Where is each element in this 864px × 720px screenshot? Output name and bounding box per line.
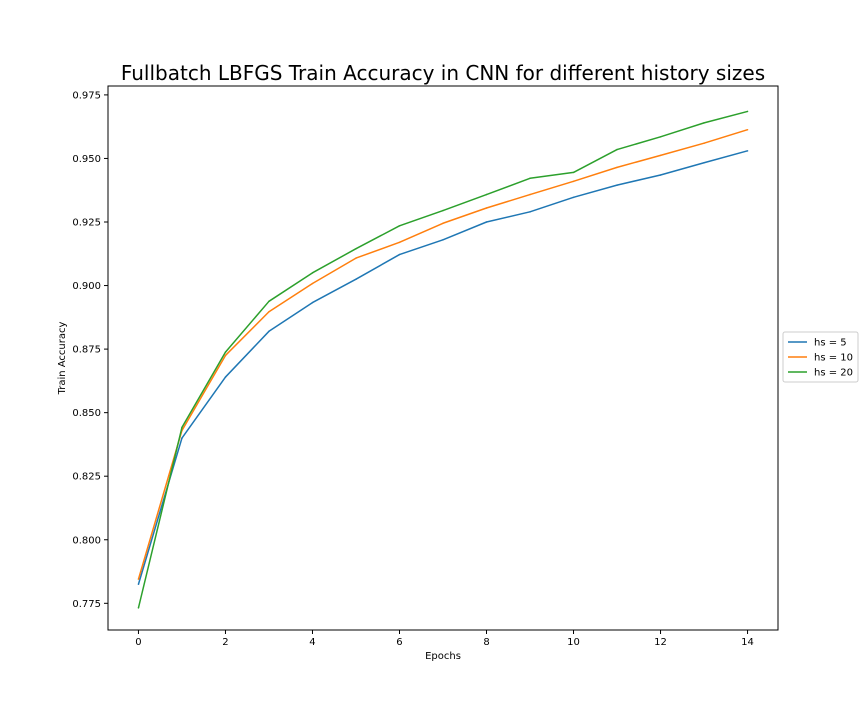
series-lines [137,110,749,609]
series-2-point [268,310,270,313]
series-2-point [137,578,140,580]
series-line-3 [137,110,748,609]
series-1-point [529,211,531,213]
series-1-point [572,196,575,199]
series-3-point [224,351,227,353]
y-axis-ticks: 0.775 0.800 0.825 0.850 0.875 0.900 0.925 0.950… [72,90,108,610]
series-2-point [355,257,357,259]
y-tick-label: 0.975 [72,90,101,101]
series-3-point [442,209,444,212]
series-1-point [442,239,444,241]
series-2-point [572,180,575,183]
y-tick-label: 0.800 [72,535,101,546]
series-1-point [703,162,705,164]
series-3-point [529,177,531,180]
series-2-point [485,207,488,209]
x-tick-label: 12 [654,637,667,648]
series-1-point [355,278,357,280]
legend-label: hs = 10 [814,353,853,364]
legend-label: hs = 20 [814,368,853,379]
series-2-point [311,282,314,285]
series-2-point [398,241,401,244]
y-tick-label: 0.850 [72,408,101,419]
series-3-point [311,272,314,274]
series-1-point [311,301,314,304]
series-1-point [746,150,749,152]
series-line-2 [137,129,748,580]
series-2-point [224,354,227,357]
y-tick-label: 0.825 [72,472,101,483]
series-3-point [485,193,488,196]
series-1-point [268,330,270,333]
series-2-point [659,154,662,157]
legend-box [782,331,859,383]
series-1-point [485,221,488,223]
series-3-point [746,110,749,113]
series-3-point [268,300,270,303]
x-tick-label: 14 [741,637,754,648]
y-tick-label: 0.900 [72,281,101,292]
x-tick-label: 0 [135,637,141,648]
x-tick-label: 10 [567,637,580,648]
series-2-point [529,193,531,196]
series-1-point [181,437,183,439]
series-1-point [616,184,618,186]
series-2-point [616,166,618,169]
x-axis-ticks: 0 2 4 6 8 10 12 14 [135,630,754,648]
x-tick-label: 6 [396,637,402,648]
x-tick-label: 8 [483,637,489,648]
series-3-point [703,122,705,124]
chart-title: Fullbatch LBFGS Train Accuracy in CNN fo… [121,61,765,85]
series-1-point [137,583,140,585]
y-tick-label: 0.950 [72,154,101,165]
series-3-point [355,247,357,250]
series-line-1 [137,150,748,585]
series-3-point [659,136,662,138]
series-3-point [398,225,401,227]
series-1-point [659,174,662,176]
plot-frame [107,85,779,631]
series-3-point [137,607,140,609]
y-tick-label: 0.775 [72,599,101,610]
series-3-point [181,426,183,429]
series-2-point [703,142,705,144]
y-tick-label: 0.875 [72,345,101,356]
series-1-point [224,376,227,378]
series-3-point [616,148,618,151]
legend: hs = 5 hs = 10 hs = 20 [782,331,859,383]
series-1-point [398,253,401,256]
x-axis-label: Epochs [425,651,461,662]
y-axis-label: Train Accuracy [57,322,68,396]
series-2-point [746,128,749,131]
series-2-point [442,222,444,225]
y-tick-label: 0.925 [72,218,101,229]
series-3-point [572,171,575,174]
x-tick-label: 2 [222,637,228,648]
x-tick-label: 4 [309,637,315,648]
legend-label: hs = 5 [814,338,847,349]
